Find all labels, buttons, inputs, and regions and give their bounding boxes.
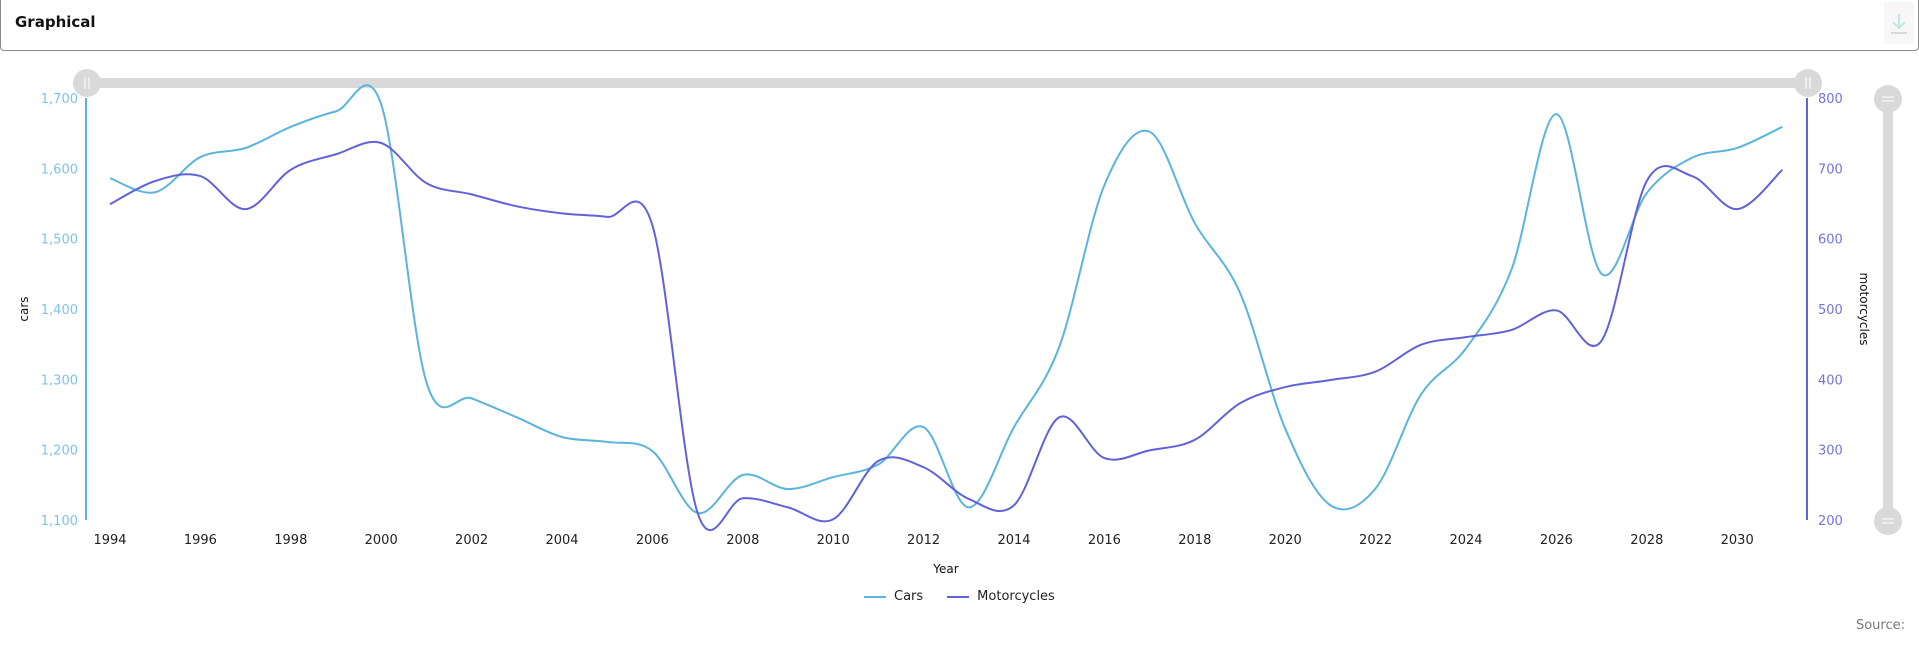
download-arrow-icon xyxy=(1891,14,1907,34)
x-tick: 2002 xyxy=(455,533,488,548)
panel-header: Graphical xyxy=(0,0,1919,51)
right-y-axis-ticks: 200 300 400 500 600 700 800 xyxy=(1818,92,1843,529)
left-y-tick: 1,500 xyxy=(41,233,78,248)
source-label: Source: xyxy=(1855,618,1905,633)
left-y-tick: 1,600 xyxy=(41,162,78,177)
legend-item-cars[interactable]: Cars xyxy=(864,589,923,604)
download-button[interactable] xyxy=(1884,2,1914,44)
y-range-slider-track[interactable] xyxy=(1883,99,1893,521)
x-tick: 2022 xyxy=(1359,533,1392,548)
left-y-tick: 1,700 xyxy=(41,92,78,107)
x-tick: 2010 xyxy=(817,533,850,548)
x-tick: 2024 xyxy=(1449,533,1482,548)
series-line-cars[interactable] xyxy=(109,84,1783,514)
left-y-tick: 1,400 xyxy=(41,303,78,318)
series-line-motorcycles[interactable] xyxy=(109,140,1784,531)
x-range-slider-left-handle[interactable] xyxy=(73,69,101,97)
legend-swatch-cars xyxy=(864,595,886,598)
legend-label-motorcycles: Motorcycles xyxy=(977,589,1055,604)
right-y-tick: 700 xyxy=(1818,162,1843,177)
right-y-tick: 600 xyxy=(1818,233,1843,248)
y-range-slider-bottom-handle[interactable] xyxy=(1874,507,1902,535)
right-y-tick: 500 xyxy=(1818,303,1843,318)
x-tick: 2020 xyxy=(1269,533,1302,548)
x-tick: 2028 xyxy=(1630,533,1663,548)
x-range-slider-right-handle[interactable] xyxy=(1794,69,1822,97)
x-tick: 2014 xyxy=(997,533,1030,548)
left-y-axis-ticks: 1,100 1,200 1,300 1,400 1,500 1,600 1,700 xyxy=(41,92,78,529)
y-range-slider-top-handle[interactable] xyxy=(1874,85,1902,113)
x-tick: 2004 xyxy=(545,533,578,548)
x-range-slider-track[interactable] xyxy=(87,78,1808,88)
left-y-tick: 1,300 xyxy=(41,373,78,388)
x-tick: 2012 xyxy=(907,533,940,548)
left-y-tick: 1,200 xyxy=(41,444,78,459)
x-tick: 1996 xyxy=(184,533,217,548)
x-tick: 1998 xyxy=(274,533,307,548)
legend-swatch-motorcycles xyxy=(947,595,970,598)
legend-label-cars: Cars xyxy=(894,589,924,604)
x-tick: 2018 xyxy=(1178,533,1211,548)
x-axis-ticks: 1994 1996 1998 2000 2002 2004 2006 2008 2010 2012… xyxy=(93,533,1753,548)
x-tick: 2008 xyxy=(726,533,759,548)
right-y-tick: 300 xyxy=(1818,444,1843,459)
right-axis-title: motorcycles xyxy=(1857,272,1871,345)
right-y-tick: 200 xyxy=(1818,514,1843,529)
right-y-tick: 800 xyxy=(1818,92,1843,107)
x-tick: 2000 xyxy=(365,533,398,548)
right-y-tick: 400 xyxy=(1818,373,1843,388)
panel-title: Graphical xyxy=(15,13,96,31)
left-axis-title: cars xyxy=(17,296,31,321)
x-tick: 2026 xyxy=(1540,533,1573,548)
legend-item-motorcycles[interactable]: Motorcycles xyxy=(947,589,1055,604)
x-tick: 1994 xyxy=(93,533,126,548)
left-y-tick: 1,100 xyxy=(41,514,78,529)
x-tick: 2006 xyxy=(636,533,669,548)
x-tick: 2016 xyxy=(1088,533,1121,548)
chart-legend: Cars Motorcycles xyxy=(864,589,1055,604)
x-axis-title: Year xyxy=(932,562,958,576)
x-tick: 2030 xyxy=(1721,533,1754,548)
